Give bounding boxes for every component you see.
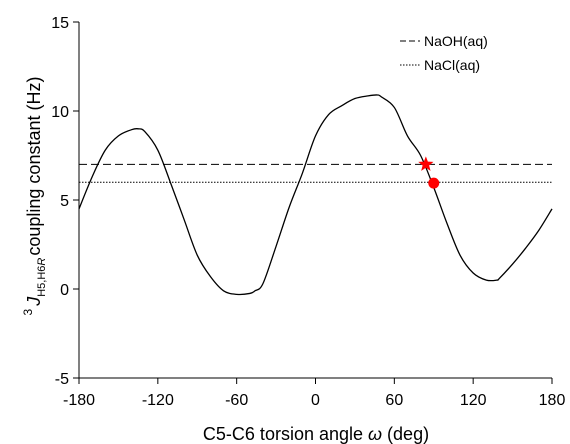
y-tick-label: 0 bbox=[60, 282, 69, 299]
nacl-marker-circle bbox=[428, 177, 440, 189]
x-axis-title: C5-C6 torsion angle ω (deg) bbox=[203, 424, 429, 444]
y-tick-label: -5 bbox=[55, 371, 69, 388]
naoh-marker-star bbox=[418, 156, 434, 171]
x-tick-label: 60 bbox=[385, 392, 403, 409]
legend-label: NaCl(aq) bbox=[424, 57, 480, 73]
y-tick-label: 15 bbox=[51, 15, 69, 32]
legend: NaOH(aq) NaCl(aq) bbox=[400, 33, 488, 73]
x-tick-label: -60 bbox=[225, 392, 248, 409]
legend-label: NaOH(aq) bbox=[424, 33, 488, 49]
x-tick-label: 120 bbox=[460, 392, 487, 409]
coupling-curve bbox=[78, 94, 553, 296]
x-tick-label: 0 bbox=[311, 392, 320, 409]
y-tick-label: 10 bbox=[51, 104, 69, 121]
y-axis-title: 3JH5,H6Rcoupling constant (Hz) bbox=[21, 77, 48, 316]
plot-area bbox=[78, 94, 553, 296]
axis-titles: C5-C6 torsion angle ω (deg) 3JH5,H6Rcoup… bbox=[21, 77, 429, 444]
x-tick-label: -180 bbox=[63, 392, 95, 409]
x-tick-label: 180 bbox=[539, 392, 566, 409]
axes: -180 -120 -60 0 60 120 180 -5 0 5 10 15 bbox=[51, 15, 565, 409]
x-tick-label: -120 bbox=[142, 392, 174, 409]
y-tick-label: 5 bbox=[60, 193, 69, 210]
